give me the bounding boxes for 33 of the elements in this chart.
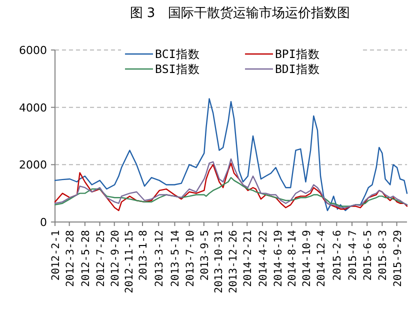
x-tick-label: 2013-1-8	[137, 230, 150, 281]
x-tick-label: 2015-2-6	[332, 230, 344, 281]
legend-label: BDI指数	[275, 62, 320, 76]
x-tick-label: 2012-9-20	[109, 230, 122, 287]
y-tick-label: 0	[40, 216, 47, 229]
x-tick-label: 2014-10-9	[300, 230, 313, 287]
x-tick-label: 2014-4-22	[257, 230, 270, 287]
x-tick-label: 2013-3-12	[154, 230, 166, 287]
x-tick-label: 2012-3-28	[64, 230, 76, 287]
chart-title: 图 3 国际干散货运输市场运价指数图	[130, 6, 350, 21]
x-tick-label: 2013-10-31	[213, 230, 226, 294]
x-tick-label: 2013-5-14	[170, 230, 182, 287]
x-tick-label: 2015-8-3	[377, 230, 390, 281]
x-tick-label: 2012-2-1	[50, 230, 62, 281]
x-tick-label: 2014-2-21	[242, 230, 254, 287]
x-tick-label: 2013-12-26	[228, 230, 240, 294]
x-tick-label: 2015-6-5	[362, 230, 374, 281]
legend-label: BCI指数	[155, 47, 200, 61]
y-tick-label: 6000	[19, 44, 47, 57]
x-tick-label: 2013-9-5	[198, 230, 211, 281]
x-tick-label: 2012-11-15	[124, 230, 136, 294]
x-tick-label: 2014-12-4	[315, 230, 328, 287]
x-tick-label: 2013-7-10	[184, 230, 196, 287]
x-tick-label: 2014-8-14	[286, 230, 299, 287]
legend-label: BPI指数	[275, 47, 320, 61]
legend-label: BSI指数	[155, 62, 200, 76]
x-tick-label: 2012-5-28	[80, 230, 92, 287]
x-tick-label: 2015-4-7	[347, 230, 359, 281]
x-tick-label: 2015-9-29	[392, 230, 404, 287]
y-tick-label: 2000	[19, 158, 47, 172]
y-tick-label: 4000	[19, 101, 47, 114]
x-tick-label: 2014-6-19	[272, 230, 284, 287]
x-tick-label: 2012-7-25	[94, 230, 107, 287]
